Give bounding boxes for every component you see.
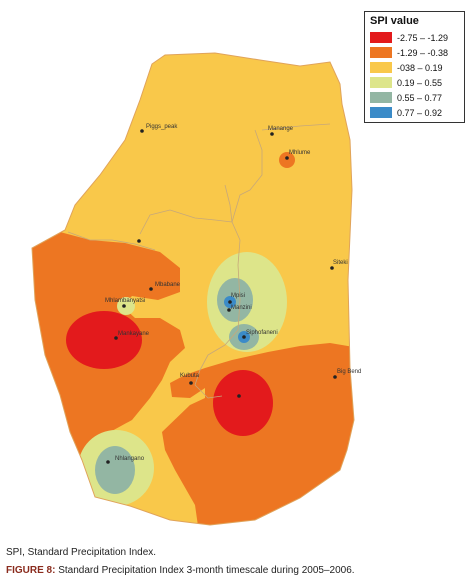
place-label-piggs-peak: Piggs_peak <box>146 124 178 130</box>
marker-siphofaneni <box>242 335 246 339</box>
legend-label: -2.75 – -1.29 <box>397 32 449 43</box>
place-label-manzini: Manzini <box>231 305 252 311</box>
zone-very-dry-center <box>213 370 273 436</box>
legend-swatch <box>370 32 392 43</box>
marker-manange <box>270 132 274 136</box>
zone-moist-nhlangano <box>95 446 135 494</box>
legend-label: -1.29 – -0.38 <box>397 47 449 58</box>
place-label-siteki: Siteki <box>333 260 348 266</box>
legend-swatch <box>370 77 392 88</box>
place-label-manange: Manange <box>268 126 294 132</box>
place-label-mhlume: Mhlume <box>289 150 311 156</box>
place-label-mhlambanyatsi: Mhlambanyatsi <box>105 298 146 304</box>
marker-mpisi <box>228 300 232 304</box>
zone-dry-mhlume <box>279 152 295 168</box>
legend-label: 0.19 – 0.55 <box>397 77 443 88</box>
place-label-mankayane: Mankayane <box>118 331 150 337</box>
marker-manzini <box>227 308 231 312</box>
place-markers <box>106 129 337 464</box>
place-label-nhlangano: Nhlangano <box>115 456 145 462</box>
legend-swatch <box>370 92 392 103</box>
map-canvas <box>31 52 355 526</box>
zone-wet-mhlambanyatsi <box>117 297 135 315</box>
caption-abbreviation: SPI, Standard Precipitation Index. <box>6 547 157 558</box>
place-label-mbabane: Mbabane <box>155 282 181 288</box>
marker-mbabane <box>149 287 153 291</box>
marker-mankayane <box>114 336 118 340</box>
marker-kubuta <box>189 381 193 385</box>
marker-nhlangano <box>106 460 110 464</box>
marker-mhlume <box>285 156 289 160</box>
legend-swatch <box>370 62 392 73</box>
place-label-kubuta: Kubuta <box>180 373 200 379</box>
marker-mhlambanyatsi <box>122 304 126 308</box>
legend-row: 0.55 – 0.77 <box>370 90 459 105</box>
place-label-siphofaneni: Siphofaneni <box>246 330 278 336</box>
country-outline <box>31 52 355 526</box>
place-label-big-bend: Big Bend <box>337 369 362 375</box>
place-label-mpisi: Mpisi <box>231 293 246 299</box>
marker-piggs-peak <box>140 129 144 133</box>
figure-caption: FIGURE 8: Standard Precipitation Index 3… <box>6 565 471 576</box>
zone-very-dry-west <box>66 311 142 369</box>
legend-swatch <box>370 47 392 58</box>
legend: SPI value -2.75 – -1.29 -1.29 – -0.38 -0… <box>364 11 465 123</box>
legend-swatch <box>370 107 392 118</box>
figure-caption-text: Standard Precipitation Index 3-month tim… <box>55 565 355 576</box>
legend-row: 0.19 – 0.55 <box>370 75 459 90</box>
figure-number: FIGURE 8: <box>6 565 56 576</box>
marker-big-bend <box>333 375 337 379</box>
legend-label: 0.55 – 0.77 <box>397 92 443 103</box>
legend-label: 0.77 – 0.92 <box>397 107 443 118</box>
legend-label: -038 – 0.19 <box>397 62 443 73</box>
marker-unnamed-west <box>137 239 141 243</box>
legend-title: SPI value <box>370 15 419 27</box>
legend-row: 0.77 – 0.92 <box>370 105 459 120</box>
legend-row: -2.75 – -1.29 <box>370 30 459 45</box>
marker-siteki <box>330 266 334 270</box>
spi-map: Piggs_peak Manange Mhlume Siteki Mbabane… <box>31 11 465 526</box>
marker-lavumisa <box>237 394 241 398</box>
legend-row: -1.29 – -0.38 <box>370 45 459 60</box>
district-boundaries <box>67 123 331 399</box>
legend-row: -038 – 0.19 <box>370 60 459 75</box>
